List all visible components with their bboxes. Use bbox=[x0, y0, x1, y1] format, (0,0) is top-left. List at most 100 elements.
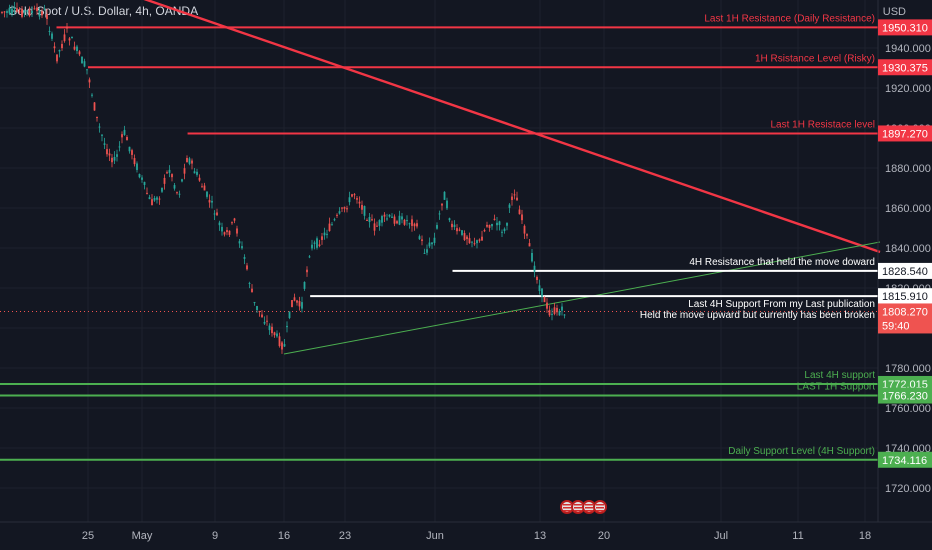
candle bbox=[171, 173, 173, 182]
candle bbox=[228, 230, 231, 238]
candle bbox=[283, 339, 286, 348]
candle bbox=[271, 323, 273, 337]
candle bbox=[16, 2, 18, 13]
candle bbox=[136, 161, 138, 173]
candle bbox=[481, 230, 483, 241]
candle bbox=[426, 244, 428, 256]
candle bbox=[246, 262, 248, 271]
candle bbox=[233, 217, 236, 224]
candle bbox=[268, 323, 271, 335]
candle bbox=[556, 304, 558, 316]
candle bbox=[411, 215, 413, 232]
candle bbox=[308, 254, 311, 259]
candle bbox=[558, 308, 561, 316]
candle bbox=[106, 143, 108, 157]
candle bbox=[396, 219, 398, 225]
candle bbox=[243, 254, 246, 265]
candle bbox=[383, 212, 386, 223]
candle bbox=[548, 305, 551, 317]
candle bbox=[176, 191, 178, 195]
candle bbox=[338, 207, 341, 215]
candle bbox=[48, 26, 51, 36]
candle bbox=[151, 194, 153, 206]
candle bbox=[546, 298, 548, 313]
y-tick-label: 1720.000 bbox=[885, 483, 931, 495]
us-flag-event-icon[interactable] bbox=[571, 500, 585, 514]
price-tag-label: 1950.310 bbox=[882, 22, 928, 34]
candle bbox=[368, 213, 371, 228]
trendline-ascending[interactable] bbox=[283, 241, 881, 355]
candle bbox=[156, 195, 158, 204]
candle bbox=[451, 220, 453, 231]
price-tag-label: 1897.270 bbox=[882, 128, 928, 140]
candle bbox=[346, 205, 348, 213]
candle bbox=[491, 223, 493, 230]
candle bbox=[406, 215, 408, 226]
candle bbox=[153, 195, 156, 202]
candle bbox=[323, 227, 326, 240]
candle bbox=[453, 220, 456, 230]
candle bbox=[501, 229, 503, 238]
y-tick-label: 1840.000 bbox=[885, 243, 931, 255]
candle bbox=[83, 58, 86, 68]
candle bbox=[3, 10, 6, 18]
candle bbox=[506, 222, 508, 231]
candle bbox=[121, 131, 123, 144]
candle bbox=[278, 332, 281, 348]
us-flag-event-icon[interactable] bbox=[582, 500, 596, 514]
us-flag-event-icon[interactable] bbox=[593, 500, 607, 514]
candle bbox=[198, 174, 201, 182]
candle bbox=[391, 213, 393, 218]
economic-event-icons[interactable] bbox=[560, 500, 607, 514]
candle bbox=[88, 77, 91, 88]
candle bbox=[473, 237, 476, 246]
candle bbox=[213, 210, 216, 220]
candle bbox=[203, 182, 206, 191]
price-tag bbox=[878, 125, 932, 142]
candle bbox=[258, 310, 261, 317]
candle bbox=[43, 4, 46, 11]
candle bbox=[66, 23, 68, 33]
candle bbox=[408, 222, 411, 229]
candle bbox=[238, 239, 241, 248]
candle bbox=[513, 189, 516, 200]
candle bbox=[341, 207, 343, 213]
price-tag bbox=[878, 387, 932, 404]
candle bbox=[393, 214, 396, 227]
y-tick-label: 1940.000 bbox=[885, 43, 931, 55]
candle bbox=[46, 8, 48, 25]
candle bbox=[313, 240, 316, 250]
candle bbox=[446, 197, 448, 211]
candle bbox=[21, 6, 23, 19]
candle bbox=[158, 196, 161, 205]
candle bbox=[318, 239, 321, 248]
us-flag-event-icon[interactable] bbox=[560, 500, 574, 514]
candle bbox=[163, 174, 166, 190]
candle bbox=[58, 49, 61, 58]
candle bbox=[101, 134, 103, 142]
price-tag-label: 1734.116 bbox=[882, 455, 927, 467]
candle bbox=[196, 168, 198, 177]
candle bbox=[486, 221, 488, 228]
candle bbox=[541, 288, 543, 303]
y-tick-label: 1880.000 bbox=[885, 163, 931, 175]
candle bbox=[26, 10, 28, 17]
price-tag bbox=[878, 59, 932, 76]
trendline-descending[interactable] bbox=[25, 0, 881, 254]
level-annotation-extra: Held the move upward but currently has b… bbox=[640, 310, 875, 321]
trend-lines[interactable] bbox=[25, 0, 881, 355]
candle bbox=[273, 331, 276, 338]
candle bbox=[146, 187, 148, 195]
candle bbox=[188, 156, 191, 166]
candle bbox=[221, 222, 223, 236]
candle bbox=[68, 36, 71, 46]
candle bbox=[488, 224, 491, 232]
candle bbox=[78, 50, 81, 57]
x-tick-label: Jun bbox=[426, 530, 444, 542]
candle bbox=[28, 6, 31, 18]
price-axis[interactable]: 1720.0001740.0001760.0001780.0001800.000… bbox=[877, 0, 931, 522]
candle bbox=[328, 217, 331, 232]
time-axis[interactable]: 25 May 9 16 23 Jun 13 20 Jul 11 18 bbox=[0, 521, 932, 542]
level-lines[interactable]: Last 1H Resistance (Daily Resistance) 1H … bbox=[0, 13, 878, 461]
